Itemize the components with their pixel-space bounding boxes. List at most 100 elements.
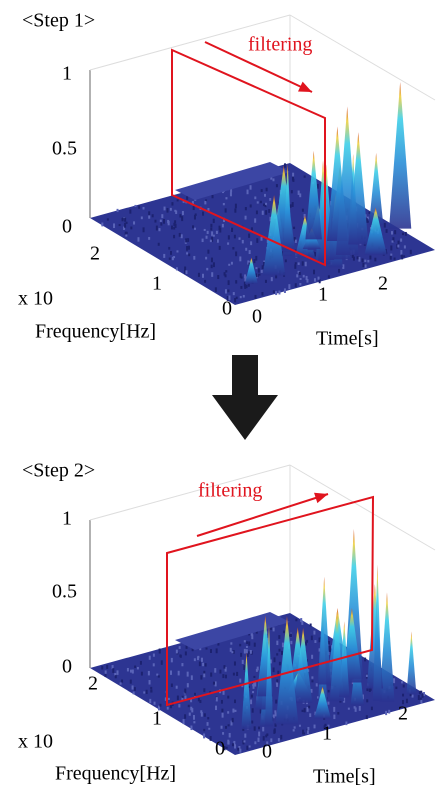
surface-noise (158, 648, 161, 651)
surface-noise (309, 623, 312, 627)
surface-noise (199, 647, 202, 651)
surface-noise (125, 221, 128, 224)
surface-noise (215, 705, 218, 711)
surface-noise (203, 733, 206, 739)
surface-noise (276, 682, 279, 687)
surface-noise (307, 726, 310, 731)
surface-noise (233, 234, 236, 239)
surface-noise (224, 674, 227, 679)
surface-noise (223, 217, 226, 222)
step-label: <Step 1> (22, 10, 95, 32)
surface-noise (295, 618, 298, 622)
surface-noise (227, 280, 230, 286)
surface-noise (293, 237, 296, 242)
surface-noise (253, 681, 256, 687)
surface-noise (358, 256, 361, 262)
surface-noise (193, 658, 196, 662)
surface-noise (161, 214, 164, 219)
surface-noise (393, 678, 396, 684)
surface-noise (158, 705, 161, 711)
surface-noise (234, 298, 237, 303)
frequency-scale: x 10 (18, 288, 53, 310)
surface-noise (304, 641, 307, 645)
surface-noise (171, 202, 174, 206)
surface-noise (186, 252, 189, 255)
surface-noise (220, 725, 223, 729)
surface-noise (247, 651, 250, 655)
surface-noise (180, 234, 183, 239)
surface-noise (201, 238, 204, 243)
surface-noise (281, 642, 284, 648)
surface-noise (106, 664, 109, 669)
surface-noise (173, 256, 176, 259)
surface-noise (275, 291, 278, 296)
surface-noise (391, 231, 394, 235)
surface-noise (129, 669, 132, 673)
surface-noise (138, 205, 141, 209)
surface-noise (230, 189, 233, 193)
surface-noise (182, 200, 185, 203)
surface-noise (272, 627, 275, 632)
surface-noise (179, 214, 182, 218)
surface-noise (256, 273, 259, 277)
surface-noise (275, 273, 278, 279)
surface-noise (313, 278, 316, 282)
surface-noise (119, 682, 122, 685)
surface-noise (136, 666, 139, 670)
surface-noise (170, 657, 173, 663)
surface-noise (327, 724, 330, 728)
surface-noise (282, 630, 285, 634)
surface-noise (328, 647, 331, 652)
surface-noise (238, 237, 241, 240)
surface-noise (250, 694, 253, 698)
surface-noise (239, 678, 242, 683)
surface-noise (395, 686, 398, 690)
surface-noise (171, 256, 174, 261)
surface-noise (185, 238, 188, 243)
surface-noise (175, 685, 178, 689)
surface-noise (299, 193, 302, 198)
surface-noise (205, 256, 208, 260)
surface-noise (283, 288, 286, 293)
surface-noise (247, 260, 250, 265)
surface-noise (277, 670, 280, 675)
surface-noise (390, 245, 393, 251)
surface-noise (354, 707, 357, 712)
surface-ridge (175, 162, 290, 200)
surface-noise (314, 252, 317, 257)
surface-noise (298, 724, 301, 727)
surface-noise (249, 204, 252, 208)
surface-noise (394, 230, 397, 235)
surface-noise (274, 723, 277, 727)
surface-noise (206, 722, 209, 726)
surface-noise (229, 647, 232, 652)
surface-noise (289, 633, 292, 638)
surface-noise (210, 227, 213, 231)
surface-noise (246, 653, 249, 657)
surface-noise (292, 729, 295, 732)
step-label: <Step 2> (22, 460, 95, 482)
surface-noise (203, 228, 206, 232)
surface-noise (166, 208, 169, 213)
frequency-tick-label: 0 (222, 298, 232, 320)
filter-arrow (196, 493, 329, 537)
surface-noise (212, 218, 215, 224)
surface-noise (258, 731, 261, 737)
surface-noise (234, 208, 237, 213)
surface-noise (137, 237, 140, 242)
surface-noise (274, 710, 277, 713)
surface-noise (313, 630, 316, 635)
surface-noise (230, 261, 233, 265)
surface-noise (338, 268, 341, 273)
surface-noise (303, 175, 306, 178)
surface-noise (245, 284, 248, 289)
surface-noise (145, 689, 148, 695)
back-edge (89, 14, 291, 71)
surface-noise (164, 697, 167, 701)
frequency-tick-label: 1 (152, 273, 162, 295)
surface-noise (192, 715, 195, 720)
surface-noise (251, 708, 254, 713)
surface-noise (124, 222, 127, 228)
surface-noise (187, 238, 190, 242)
surface-noise (212, 234, 215, 237)
